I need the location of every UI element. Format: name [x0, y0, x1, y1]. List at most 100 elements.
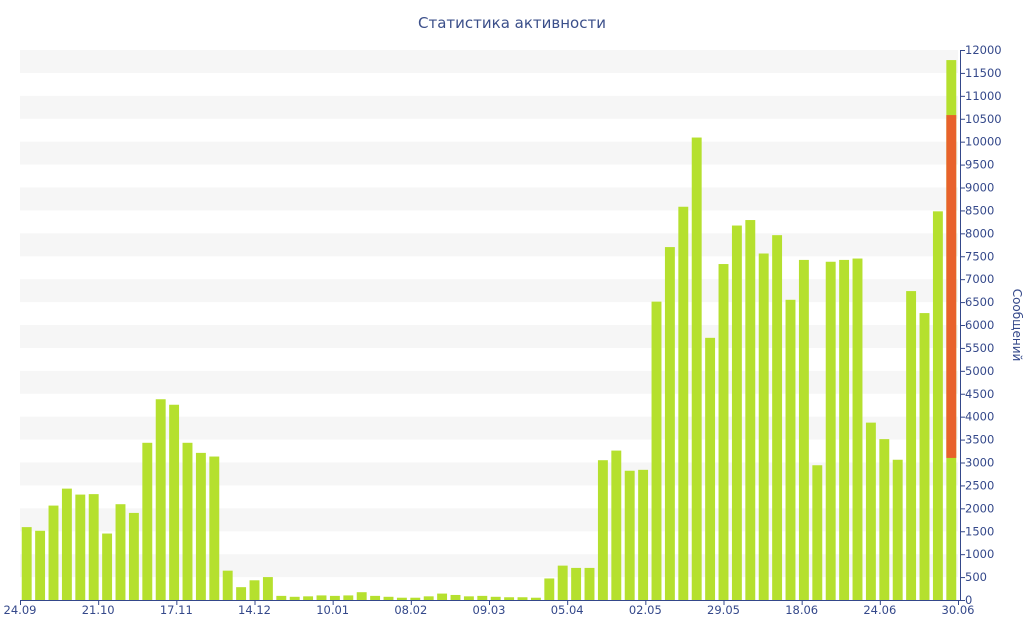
- y-tick-label: 10000: [965, 135, 1002, 149]
- bar: [865, 422, 876, 600]
- bar: [169, 404, 180, 600]
- grid-band: [20, 50, 958, 73]
- grid-band: [20, 187, 958, 211]
- bar: [839, 259, 850, 600]
- y-axis-title: Сообщений: [1010, 289, 1024, 362]
- grid-band: [20, 325, 958, 348]
- bar: [490, 596, 501, 600]
- bar: [35, 530, 46, 600]
- x-tick-label: 09.03: [473, 603, 506, 617]
- bar: [356, 592, 367, 600]
- bar: [222, 570, 233, 600]
- bar: [88, 494, 99, 600]
- bar: [289, 596, 300, 600]
- y-tick-label: 8500: [965, 203, 994, 217]
- bar: [115, 504, 126, 600]
- grid-band: [20, 95, 958, 119]
- y-tick-label: 500: [965, 570, 987, 584]
- bar: [303, 596, 314, 600]
- y-tick-label: 3000: [965, 456, 994, 470]
- bar: [262, 577, 273, 600]
- x-tick-label: 02.05: [629, 603, 662, 617]
- bar: [236, 587, 247, 600]
- bar: [517, 597, 528, 600]
- x-tick-label: 30.06: [942, 603, 975, 617]
- grid-band: [20, 233, 958, 257]
- bar: [785, 299, 796, 600]
- bar: [745, 220, 756, 600]
- bar: [584, 567, 595, 600]
- bar: [329, 595, 340, 600]
- y-tick-label: 1500: [965, 524, 994, 538]
- x-tick-label: 14.12: [238, 603, 271, 617]
- bar: [664, 247, 675, 601]
- bar: [678, 206, 689, 600]
- x-tick-label: 29.05: [707, 603, 740, 617]
- x-tick-label: 08.02: [394, 603, 427, 617]
- grid-band: [20, 279, 958, 303]
- y-tick-label: 9500: [965, 158, 994, 172]
- bar: [276, 595, 287, 600]
- y-tick-label: 8000: [965, 226, 994, 240]
- bar: [316, 595, 327, 600]
- bar: [651, 301, 662, 600]
- bar: [852, 258, 863, 600]
- bar: [410, 597, 421, 600]
- y-tick-label: 4000: [965, 410, 994, 424]
- y-tick-label: 7000: [965, 272, 994, 286]
- y-tick-label: 2500: [965, 478, 994, 492]
- bar: [932, 211, 943, 601]
- bar: [61, 488, 72, 600]
- bar: [691, 137, 702, 600]
- y-tick-label: 3500: [965, 433, 994, 447]
- bar: [48, 505, 59, 600]
- bar: [102, 533, 113, 600]
- bar: [463, 596, 474, 600]
- x-tick-label: 18.06: [785, 603, 818, 617]
- bar: [638, 469, 649, 600]
- y-tick-label: 5000: [965, 364, 994, 378]
- bar: [718, 264, 729, 600]
- bar: [530, 597, 541, 600]
- x-tick-label: 24.06: [863, 603, 896, 617]
- x-tick-label: 10.01: [316, 603, 349, 617]
- x-tick-label: 05.04: [551, 603, 584, 617]
- bar: [557, 565, 568, 600]
- bar: [544, 578, 555, 600]
- highlight-bar: [946, 115, 957, 458]
- bar: [892, 459, 903, 600]
- bar: [21, 527, 32, 600]
- chart-title: Статистика активности: [418, 14, 606, 32]
- bar: [624, 470, 635, 600]
- bar: [772, 235, 783, 600]
- bar: [906, 291, 917, 600]
- bar: [825, 261, 836, 600]
- x-tick-label: 21.10: [82, 603, 115, 617]
- bar: [705, 337, 716, 600]
- x-tick-label: 24.09: [4, 603, 37, 617]
- y-tick-label: 10500: [965, 112, 1002, 126]
- bar: [611, 450, 622, 600]
- bar: [155, 399, 166, 600]
- bar: [195, 452, 206, 600]
- bar: [597, 460, 608, 600]
- bar: [249, 580, 260, 600]
- bar: [209, 456, 220, 600]
- y-tick-label: 6500: [965, 295, 994, 309]
- y-tick-label: 11000: [965, 89, 1002, 103]
- bar: [798, 259, 809, 600]
- bar: [571, 567, 582, 600]
- y-tick-label: 5500: [965, 341, 994, 355]
- bar: [504, 597, 515, 600]
- bar: [370, 595, 381, 600]
- bar: [758, 253, 769, 600]
- y-tick-label: 1000: [965, 547, 994, 561]
- bar: [731, 225, 742, 600]
- bar: [128, 512, 139, 600]
- y-tick-label: 9000: [965, 181, 994, 195]
- y-tick-label: 12000: [965, 43, 1002, 57]
- bar: [879, 439, 890, 600]
- bar: [343, 595, 354, 600]
- bar: [450, 594, 461, 600]
